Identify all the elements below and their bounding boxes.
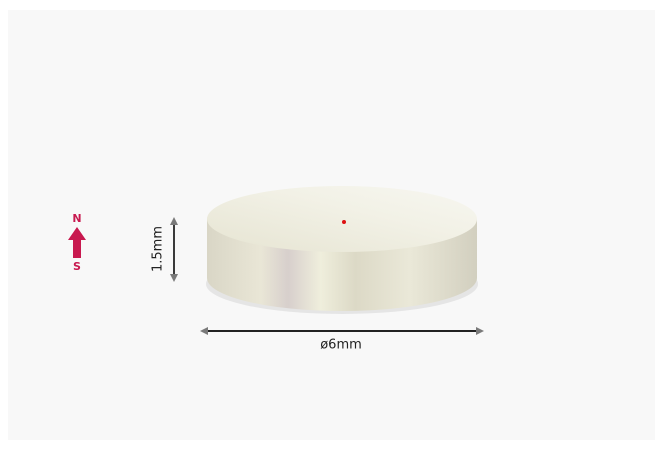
south-label: S	[73, 260, 81, 273]
disc-top	[207, 186, 477, 252]
polarity-arrow	[68, 227, 86, 258]
pole-dot	[342, 220, 346, 224]
north-label: N	[72, 212, 81, 225]
height-label: 1.5mm	[151, 226, 166, 272]
diameter-label: ø6mm	[320, 338, 362, 353]
